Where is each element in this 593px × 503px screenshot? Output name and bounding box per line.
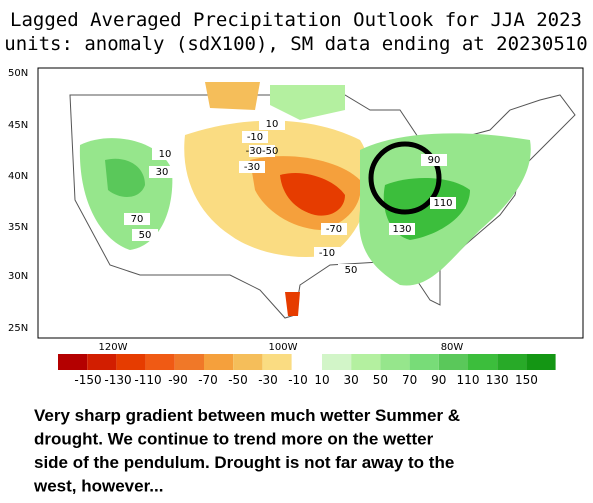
- colorbar-label: -130: [104, 373, 131, 387]
- colorbar-label: 130: [486, 373, 509, 387]
- contour-label-bg: [430, 197, 456, 209]
- colorbar-swatch: [233, 354, 263, 370]
- caption-line: drought. We continue to trend more on th…: [34, 430, 434, 449]
- colorbar-label: -10: [288, 373, 308, 387]
- subtitle: units: anomaly (sdX100), SM data ending …: [4, 33, 587, 55]
- contour-label: -10: [247, 132, 263, 143]
- wet-north: [270, 85, 345, 120]
- contour-label: 50: [139, 230, 152, 241]
- contour-label: -10: [319, 248, 335, 259]
- colorbar-label: -50: [228, 373, 248, 387]
- contour-label-bg: [149, 166, 175, 178]
- contour-label: 10: [159, 149, 172, 160]
- lat-label: 35N: [8, 222, 28, 233]
- contour-label: 110: [433, 198, 452, 209]
- contour-label: 90: [428, 155, 441, 166]
- colorbar-label: -150: [74, 373, 101, 387]
- contour-label-bg: [124, 213, 150, 225]
- colorbar-label: 90: [431, 373, 446, 387]
- lon-label: 80W: [441, 342, 464, 353]
- colorbar-swatch: [58, 354, 88, 370]
- colorbar-swatch: [145, 354, 175, 370]
- contour-label-bg: [338, 264, 364, 276]
- caption-line: west, however...: [33, 477, 163, 496]
- contour-label: 70: [131, 214, 144, 225]
- dry-texas: [285, 292, 300, 316]
- colorbar-swatch: [174, 354, 204, 370]
- contour-label-bg: [389, 223, 415, 235]
- contour-label: -70: [326, 224, 342, 235]
- colorbar-swatch: [380, 354, 410, 370]
- colorbar-swatch: [262, 354, 292, 370]
- colorbar-swatch: [468, 354, 498, 370]
- contour-label: 130: [392, 224, 411, 235]
- lat-label: 30N: [8, 271, 28, 282]
- caption-line: Very sharp gradient between much wetter …: [34, 406, 460, 425]
- colorbar-label: -110: [134, 373, 161, 387]
- colorbar-swatch: [87, 354, 117, 370]
- contour-label-bg: [152, 148, 178, 160]
- colorbar-swatch: [438, 354, 468, 370]
- colorbar-label: 10: [314, 373, 329, 387]
- contour-label-bg: [421, 154, 447, 166]
- colorbar-swatch: [497, 354, 527, 370]
- colorbar-swatch: [322, 354, 352, 370]
- wet-west-core: [105, 158, 145, 197]
- contour-label-bg: [239, 161, 265, 173]
- highlight-circle: [368, 141, 442, 215]
- contour-label-bg: [242, 131, 268, 143]
- colorbar-label: 30: [344, 373, 359, 387]
- dry-dark: [280, 172, 345, 216]
- colorbar-label: 50: [373, 373, 388, 387]
- title: Lagged Averaged Precipitation Outlook fo…: [10, 9, 582, 31]
- colorbar-swatch: [526, 354, 556, 370]
- contour-label-bg: [321, 223, 347, 235]
- contour-label: 30: [156, 167, 169, 178]
- lon-label: 120W: [99, 342, 128, 353]
- colorbar-swatch: [204, 354, 234, 370]
- lat-label: 45N: [8, 120, 28, 131]
- colorbar-swatch: [351, 354, 381, 370]
- contour-label-bg: [259, 118, 285, 130]
- colorbar-label: 110: [457, 373, 480, 387]
- contour-label-bg: [132, 229, 158, 241]
- lat-label: 40N: [8, 171, 28, 182]
- caption-line: side of the pendulum. Drought is not far…: [34, 453, 454, 472]
- dry-north: [205, 82, 260, 110]
- colorbar-label: -90: [168, 373, 188, 387]
- contour-label: 50: [345, 265, 358, 276]
- lat-label: 50N: [8, 68, 28, 79]
- colorbar-label: 150: [515, 373, 538, 387]
- colorbar-label: -70: [198, 373, 218, 387]
- colorbar-swatch: [409, 354, 439, 370]
- colorbar-swatch: [116, 354, 146, 370]
- contour-label-bg: [249, 145, 275, 157]
- lon-label: 100W: [269, 342, 298, 353]
- contour-label: 10: [266, 119, 279, 130]
- contour-label: -30: [244, 162, 260, 173]
- lat-label: 25N: [8, 323, 28, 334]
- contour-label: -30-50: [246, 146, 279, 157]
- contour-label-bg: [314, 247, 340, 259]
- colorbar-label: -30: [258, 373, 278, 387]
- colorbar-label: 70: [402, 373, 417, 387]
